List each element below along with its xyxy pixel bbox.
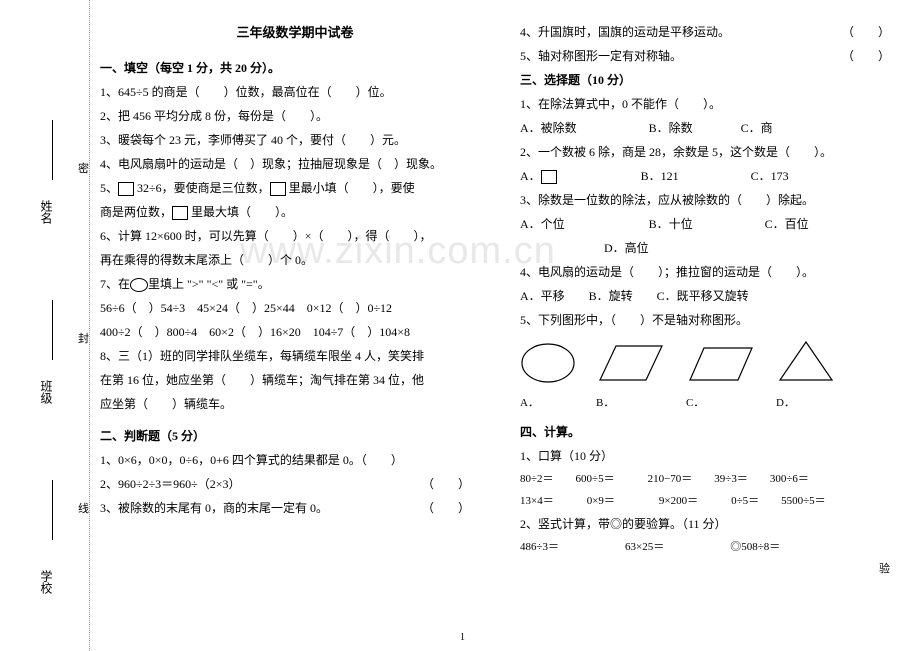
q1-6b: 再在乘得的得数末尾添上（ ）个 0。 bbox=[100, 248, 490, 272]
q2-4: 4、升国旗时，国旗的运动是平移运动。 （ ） bbox=[520, 20, 910, 44]
q1-4: 4、电风扇扇叶的运动是（ ）现象；拉抽屉现象是（ ）现象。 bbox=[100, 152, 490, 176]
box-icon bbox=[118, 182, 134, 196]
q3-1-opts: A．被除数 B．除数 C．商 bbox=[520, 116, 910, 140]
text: 里最小填（ ），要使 bbox=[286, 181, 415, 195]
shape-d: D． bbox=[776, 338, 836, 414]
text: 5、轴对称图形一定有对称轴。 bbox=[520, 49, 682, 63]
q1-6a: 6、计算 12×600 时，可以先算（ ）×（ ），得（ ）， bbox=[100, 224, 490, 248]
q1-7: 7、在 里填上 ">" "<" 或 "="。 bbox=[100, 272, 490, 296]
rhombus-icon bbox=[596, 342, 666, 384]
q1-8b: 在第 16 位，她应坐第（ ）辆缆车；淘气排在第 34 位，他 bbox=[100, 368, 490, 392]
binding-class: 班级 bbox=[38, 380, 55, 404]
q1-8a: 8、三（1）班的同学排队坐缆车，每辆缆车限坐 4 人，笑笑排 bbox=[100, 344, 490, 368]
triangle-icon bbox=[776, 338, 836, 384]
circle-icon bbox=[130, 278, 148, 292]
q1-2: 2、把 456 平均分成 8 份，每份是（ ）。 bbox=[100, 104, 490, 128]
q2-3: 3、被除数的末尾有 0，商的末尾一定有 0。 （ ） bbox=[100, 496, 490, 520]
box-icon bbox=[541, 170, 557, 184]
shape-label: C． bbox=[686, 392, 756, 414]
box-icon bbox=[270, 182, 286, 196]
q3-3-opts: A．个位 B．十位 C．百位 bbox=[520, 212, 910, 236]
q1-1: 1、645÷5 的商是（ ）位数，最高位在（ ）位。 bbox=[100, 80, 490, 104]
q2-5: 5、轴对称图形一定有对称轴。 （ ） bbox=[520, 44, 910, 68]
shape-b: B． bbox=[596, 342, 666, 414]
q3-1: 1、在除法算式中，0 不能作（ ）。 bbox=[520, 92, 910, 116]
text: 2、960÷2÷3＝960÷（2×3） bbox=[100, 477, 241, 491]
shape-label: A． bbox=[520, 392, 576, 414]
seal-mark: 密 bbox=[78, 160, 89, 176]
text: 里最大填（ ）。 bbox=[188, 205, 293, 219]
sec4-sub1: 1、口算（10 分） bbox=[520, 444, 910, 468]
binding-line bbox=[52, 480, 53, 540]
section-2-head: 二、判断题（5 分） bbox=[100, 424, 490, 448]
q1-5: 5、 32÷6，要使商是三位数， 里最小填（ ），要使 bbox=[100, 176, 490, 200]
q3-3: 3、除数是一位数的除法，应从被除数的（ ）除起。 bbox=[520, 188, 910, 212]
shape-c: C． bbox=[686, 342, 756, 414]
shape-label: B． bbox=[596, 392, 666, 414]
binding-school: 学校 bbox=[38, 570, 55, 594]
calc-line1: 80÷2＝ 600÷5＝ 210−70＝ 39÷3＝ 300÷6＝ bbox=[520, 468, 910, 490]
binding-line bbox=[52, 300, 53, 360]
seal-mark: 线 bbox=[78, 500, 89, 516]
text: 7、在 bbox=[100, 277, 130, 291]
shape-a: A． bbox=[520, 342, 576, 414]
paren: （ ） bbox=[842, 20, 890, 44]
q1-8c: 应坐第（ ）辆缆车。 bbox=[100, 392, 490, 416]
content-area: 三年级数学期中试卷 一、填空（每空 1 分，共 20 分）。 1、645÷5 的… bbox=[100, 20, 910, 640]
section-4-head: 四、计算。 bbox=[520, 420, 910, 444]
ellipse-icon bbox=[520, 342, 576, 384]
page-number: 1 bbox=[460, 632, 465, 643]
calc-line3: 486÷3＝ 63×25＝ ◎508÷8＝ bbox=[520, 536, 910, 558]
text: 32÷6，要使商是三位数， bbox=[134, 181, 270, 195]
paren: （ ） bbox=[422, 472, 470, 496]
q2-2: 2、960÷2÷3＝960÷（2×3） （ ） bbox=[100, 472, 490, 496]
paren: （ ） bbox=[842, 44, 890, 68]
seal-mark: 封 bbox=[78, 330, 89, 346]
exam-title: 三年级数学期中试卷 bbox=[100, 20, 490, 46]
section-3-head: 三、选择题（10 分） bbox=[520, 68, 910, 92]
text: 4、升国旗时，国旗的运动是平移运动。 bbox=[520, 25, 730, 39]
q1-3: 3、暖袋每个 23 元，李师傅买了 40 个，要付（ ）元。 bbox=[100, 128, 490, 152]
left-column: 三年级数学期中试卷 一、填空（每空 1 分，共 20 分）。 1、645÷5 的… bbox=[100, 20, 490, 640]
binding-name: 姓名 bbox=[38, 200, 55, 224]
text: 5、 bbox=[100, 181, 118, 195]
shape-label: D． bbox=[776, 392, 836, 414]
q3-3-d: D．高位 bbox=[520, 236, 910, 260]
binding-line bbox=[52, 120, 53, 180]
q3-2-opts: A． B．121 C．173 bbox=[520, 164, 910, 188]
calc-line4: 验 bbox=[520, 558, 910, 580]
parallelogram-icon bbox=[686, 342, 756, 384]
text: 商是两位数， bbox=[100, 205, 172, 219]
text: 3、被除数的末尾有 0，商的末尾一定有 0。 bbox=[100, 501, 328, 515]
q3-4: 4、电风扇的运动是（ ）；推拉窗的运动是（ ）。 bbox=[520, 260, 910, 284]
box-icon bbox=[172, 206, 188, 220]
q3-5: 5、下列图形中，（ ）不是轴对称图形。 bbox=[520, 308, 910, 332]
text: B．121 C．173 bbox=[557, 169, 789, 183]
text: 里填上 ">" "<" 或 "="。 bbox=[148, 277, 270, 291]
paren: （ ） bbox=[422, 496, 470, 520]
shapes-row: A． B． C． D． bbox=[520, 338, 910, 414]
text: A． bbox=[520, 169, 541, 183]
q3-2: 2、一个数被 6 除，商是 28，余数是 5，这个数是（ ）。 bbox=[520, 140, 910, 164]
q1-7-line1: 56÷6（ ）54÷3 45×24（ ）25×44 0×12（ ）0÷12 bbox=[100, 296, 490, 320]
q1-5b: 商是两位数， 里最大填（ ）。 bbox=[100, 200, 490, 224]
section-1-head: 一、填空（每空 1 分，共 20 分）。 bbox=[100, 56, 490, 80]
binding-margin: 姓名 班级 学校 密 封 线 bbox=[0, 0, 90, 651]
sec4-sub2: 2、竖式计算，带◎的要验算。（11 分） bbox=[520, 512, 910, 536]
q1-7-line2: 400÷2（ ）800÷4 60×2（ ）16×20 104÷7（ ）104×8 bbox=[100, 320, 490, 344]
q2-1: 1、0×6，0×0，0÷6，0+6 四个算式的结果都是 0。（ ） bbox=[100, 448, 490, 472]
right-column: 4、升国旗时，国旗的运动是平移运动。（ ） 5、轴对称图形一定有对称轴。（ ） … bbox=[520, 20, 910, 640]
q3-4-opts: A．平移 B．旋转 C．既平移又旋转 bbox=[520, 284, 910, 308]
calc-line2: 13×4＝ 0×9＝ 9×200＝ 0÷5＝ 5500÷5＝ bbox=[520, 490, 910, 512]
